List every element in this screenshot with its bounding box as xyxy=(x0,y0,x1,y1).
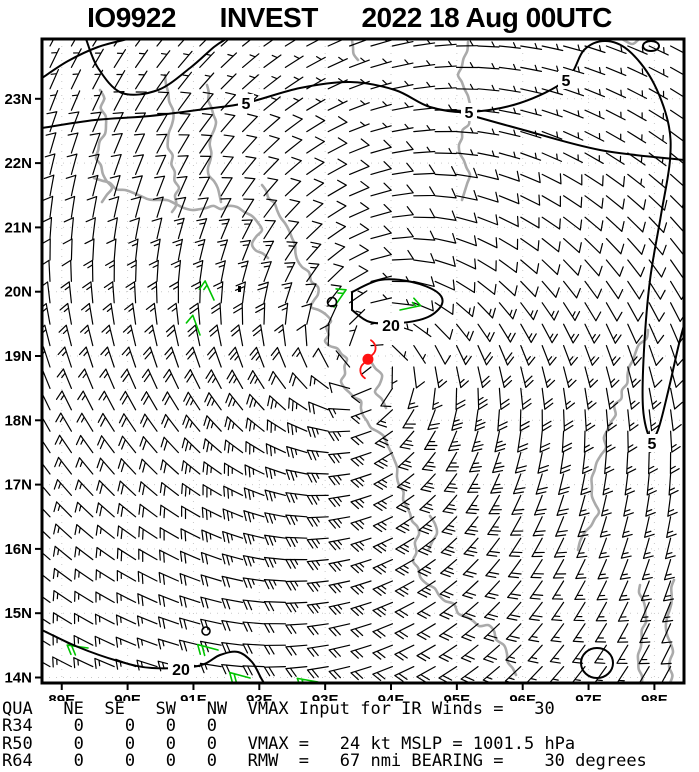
svg-text:16N: 16N xyxy=(4,541,32,558)
svg-text:20: 20 xyxy=(172,662,190,679)
svg-text:98E: 98E xyxy=(641,692,668,701)
tropical-cyclone-icon xyxy=(359,339,377,380)
svg-text:90E: 90E xyxy=(114,692,141,701)
svg-text:95E: 95E xyxy=(444,692,471,701)
map-border xyxy=(40,37,686,685)
svg-text:5: 5 xyxy=(465,105,474,122)
svg-text:19N: 19N xyxy=(4,348,32,365)
svg-text:96E: 96E xyxy=(509,692,536,701)
svg-text:91E: 91E xyxy=(180,692,207,701)
isotach-contours xyxy=(42,39,684,683)
svg-text:5: 5 xyxy=(648,436,657,453)
wind-barbs xyxy=(42,39,684,683)
svg-text:97E: 97E xyxy=(575,692,602,701)
svg-text:93E: 93E xyxy=(312,692,339,701)
svg-text:89E: 89E xyxy=(48,692,75,701)
svg-text:5: 5 xyxy=(562,73,571,90)
station-markers xyxy=(201,286,338,636)
svg-text:14N: 14N xyxy=(4,669,32,686)
page-title: IO9922 INVEST 2022 18 Aug 00UTC xyxy=(87,2,612,33)
isotach-labels: 5 5 5 5 20 20 xyxy=(168,71,660,679)
axis-labels: 89E 90E 91E 92E 93E 94E 95E 96E 97E 98E 14N 15N 16N 1… xyxy=(4,91,667,701)
svg-text:20N: 20N xyxy=(4,284,32,301)
storm-stats-text: QUA NE SE SW NW VMAX Input for IR Winds … xyxy=(2,699,647,772)
svg-text:15N: 15N xyxy=(4,605,32,622)
svg-text:94E: 94E xyxy=(378,692,405,701)
svg-text:22N: 22N xyxy=(4,155,32,172)
svg-text:23N: 23N xyxy=(4,91,32,108)
svg-text:17N: 17N xyxy=(4,477,32,494)
svg-text:5: 5 xyxy=(242,96,251,113)
svg-text:20: 20 xyxy=(382,318,400,335)
svg-text:21N: 21N xyxy=(4,219,32,236)
svg-text:18N: 18N xyxy=(4,412,32,429)
svg-text:92E: 92E xyxy=(246,692,273,701)
wind-barb-map: 5 5 5 5 20 20 89E 90E 91E 92E 93E 94E 95E 96E 97E 98E 1… xyxy=(4,37,686,701)
coastlines xyxy=(92,39,676,683)
